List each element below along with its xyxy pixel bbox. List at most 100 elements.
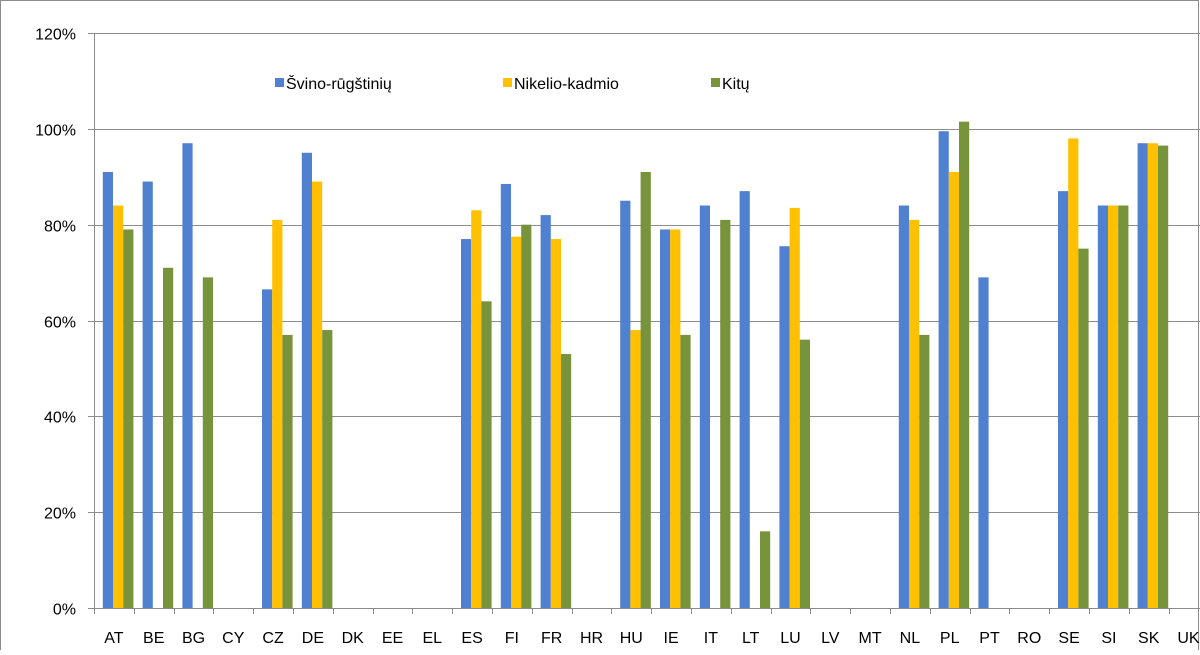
x-tick-label: CY: [222, 630, 245, 647]
legend-swatch: [711, 78, 720, 87]
bar-cz-series-1: [262, 289, 273, 608]
legend-label: Švino-rūgštinių: [286, 74, 392, 93]
bar-hu-series-1: [620, 200, 631, 608]
x-tick-label: PL: [940, 630, 960, 647]
x-tick-label: BG: [182, 630, 205, 647]
x-tick-label: HR: [580, 630, 603, 647]
bar-cz-series-3: [282, 334, 293, 609]
legend-swatch: [275, 78, 284, 87]
y-tick-label: 80%: [44, 219, 76, 236]
y-tick-label: 20%: [44, 506, 76, 523]
legend: Švino-rūgštinių Nikelio-kadmio Kitų: [275, 74, 750, 93]
x-tick-label: CZ: [262, 630, 284, 647]
x-tick-label: LU: [780, 630, 800, 647]
bar-de-series-2: [312, 181, 323, 609]
bar-fi-series-2: [511, 236, 522, 608]
x-tick-label: DK: [342, 630, 365, 647]
bar-sk-series-3: [1158, 145, 1169, 608]
bar-de-series-1: [301, 152, 312, 609]
bar-it-series-3: [720, 219, 731, 609]
bar-nl-series-3: [919, 334, 930, 609]
x-tick-label: NL: [900, 630, 921, 647]
bar-nl-series-2: [909, 219, 920, 609]
y-tick-label: 0%: [53, 602, 76, 619]
bar-fi-series-1: [500, 183, 511, 608]
bar-de-series-3: [322, 330, 333, 608]
bar-lu-series-1: [779, 246, 790, 609]
bar-at-series-2: [113, 205, 124, 608]
bar-si-series-1: [1097, 205, 1108, 608]
bar-bg-series-3: [202, 277, 213, 609]
x-tick-label: LT: [742, 630, 760, 647]
bar-se-series-1: [1058, 191, 1069, 609]
bar-fi-series-3: [521, 224, 532, 609]
bar-at-series-3: [123, 229, 134, 608]
x-tick-label: EE: [382, 630, 403, 647]
bar-es-series-1: [461, 239, 472, 609]
bar-se-series-2: [1068, 138, 1079, 609]
x-tick-label: RO: [1017, 630, 1041, 647]
x-tick-label: LV: [821, 630, 840, 647]
legend-entry: Nikelio-kadmio: [503, 76, 619, 93]
x-tick-label: IE: [664, 630, 679, 647]
axes: [88, 33, 1200, 614]
bar-lu-series-3: [799, 339, 810, 608]
bar-ie-series-1: [660, 229, 671, 608]
x-tick-label: IT: [704, 630, 718, 647]
bar-nl-series-1: [898, 205, 909, 608]
y-tick-label: 100%: [35, 123, 76, 140]
bar-es-series-3: [481, 301, 492, 608]
x-tick-label: PT: [979, 630, 1000, 647]
bars: [102, 121, 1169, 609]
legend-label: Kitų: [722, 76, 750, 93]
x-tick-label: SI: [1101, 630, 1116, 647]
x-tick-label: HU: [620, 630, 643, 647]
bar-pl-series-1: [938, 131, 949, 609]
bar-pl-series-2: [948, 171, 959, 608]
bar-hu-series-3: [640, 171, 651, 608]
bar-lt-series-1: [739, 191, 750, 609]
bar-hu-series-2: [630, 330, 641, 608]
y-tick-label: 60%: [44, 315, 76, 332]
x-tick-label: ES: [461, 630, 482, 647]
x-tick-label: DE: [302, 630, 324, 647]
bar-pl-series-3: [959, 121, 970, 609]
x-tick-label: FI: [505, 630, 519, 647]
legend-swatch: [503, 78, 512, 87]
bar-si-series-3: [1118, 205, 1129, 608]
x-tick-label: SK: [1138, 630, 1160, 647]
bar-cz-series-2: [272, 219, 283, 609]
bar-si-series-2: [1108, 205, 1119, 608]
bar-at-series-1: [102, 171, 113, 608]
x-tick-label: MT: [859, 630, 882, 647]
bar-sk-series-2: [1147, 143, 1158, 608]
x-tick-label: EL: [423, 630, 443, 647]
bar-sk-series-1: [1137, 143, 1148, 608]
y-tick-label: 40%: [44, 410, 76, 427]
x-axis-tick-labels: AT BE BG CY CZ DE DK EE EL ES FI FR HR HU IE IT LT LU LV MT…: [104, 630, 1200, 647]
bar-ie-series-2: [670, 229, 681, 608]
legend-label: Nikelio-kadmio: [514, 76, 619, 93]
x-tick-label: BE: [143, 630, 164, 647]
bar-lu-series-2: [789, 207, 800, 608]
bar-be-series-1: [142, 181, 153, 609]
x-tick-label: SE: [1058, 630, 1079, 647]
legend-entry: Kitų: [711, 76, 750, 93]
bar-lt-series-3: [760, 531, 771, 608]
bar-fr-series-3: [561, 354, 572, 608]
bar-pt-series-1: [978, 277, 989, 609]
bar-it-series-1: [699, 205, 710, 608]
bar-be-series-3: [163, 267, 174, 608]
bar-bg-series-1: [182, 143, 193, 608]
bar-fr-series-2: [550, 239, 561, 609]
bar-es-series-2: [471, 210, 482, 609]
y-tick-label: 120%: [35, 27, 76, 44]
y-axis-tick-labels: 0% 20% 40% 60% 80% 100% 120%: [35, 27, 76, 619]
legend-entry: Švino-rūgštinių: [275, 74, 392, 93]
bar-se-series-3: [1078, 248, 1089, 609]
x-tick-label: AT: [104, 630, 123, 647]
x-tick-label: FR: [541, 630, 562, 647]
